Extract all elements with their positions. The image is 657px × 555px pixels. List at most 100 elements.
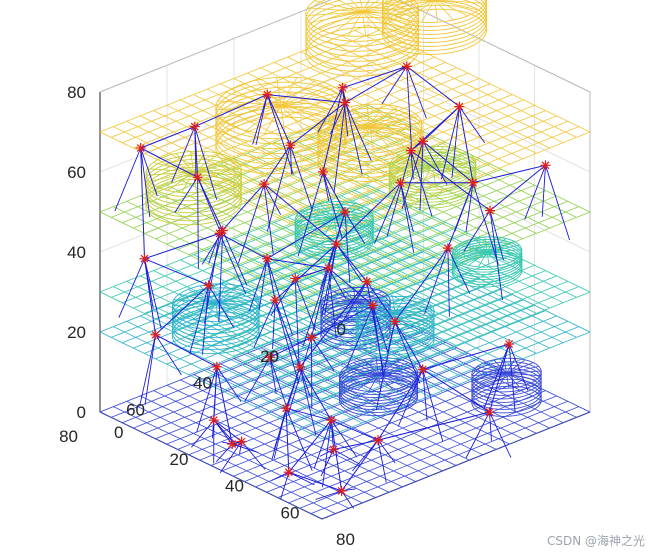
point-marker-stroke — [286, 141, 295, 150]
cylinder-spoke — [421, 0, 435, 23]
mesh-line — [180, 259, 403, 368]
link-line — [394, 247, 449, 322]
z-tick-label: 60 — [67, 163, 86, 182]
cylinder-spoke — [394, 313, 434, 317]
cylinder-spoke — [486, 251, 510, 263]
link-line — [331, 419, 379, 441]
point-marker-stroke — [324, 264, 333, 272]
cylinder-spoke — [361, 305, 396, 314]
data-point-13 — [361, 276, 372, 287]
mesh-line — [126, 200, 349, 309]
cylinder-spoke — [355, 288, 375, 303]
stub-line — [447, 247, 471, 294]
cylinder-ring — [305, 0, 420, 37]
cylinder-spoke — [215, 288, 250, 304]
link-line — [213, 419, 242, 442]
stub-line — [489, 210, 505, 261]
stub-line — [266, 145, 291, 232]
link-line — [216, 366, 233, 445]
link-line — [377, 369, 424, 441]
point-marker-stroke — [212, 362, 221, 371]
cylinder-spoke — [350, 0, 363, 13]
stub-line — [252, 94, 268, 145]
stub-line — [377, 440, 387, 483]
stub-line — [208, 285, 235, 328]
cylinder-spoke — [182, 302, 216, 317]
cylinder-spoke — [369, 126, 421, 131]
cylinder-spoke — [477, 366, 507, 374]
cylinder-ring — [388, 148, 477, 188]
cylinder-spoke — [280, 79, 317, 106]
mesh-line — [310, 326, 580, 434]
stub-line — [483, 343, 510, 409]
cylinder-spoke — [378, 362, 409, 375]
cylinder-spoke — [193, 171, 212, 191]
stub-line — [406, 66, 427, 119]
cylinder-ring — [305, 0, 420, 47]
watermark: CSDN @海神之光 — [546, 534, 645, 548]
cylinder-spoke — [434, 0, 468, 17]
data-point-7 — [259, 179, 270, 190]
cylinder-spoke — [369, 110, 411, 128]
stub-line — [419, 141, 424, 211]
cylinder-spoke — [369, 126, 390, 148]
mesh-line — [233, 278, 457, 386]
link-line — [336, 182, 401, 245]
cylinder-spoke — [506, 359, 526, 374]
cylinder-spoke — [348, 374, 379, 388]
mesh-line — [180, 299, 403, 408]
mesh-line — [277, 190, 546, 298]
link-line — [144, 258, 209, 286]
cylinder-spoke — [346, 302, 356, 318]
data-point-3 — [337, 82, 348, 93]
cylinder-spoke — [506, 373, 520, 388]
cylinder-spoke — [329, 126, 371, 144]
stub-line — [196, 366, 218, 433]
mesh-line — [244, 94, 513, 202]
mesh-line — [266, 184, 535, 293]
cylinder-spoke — [215, 302, 219, 322]
link-line — [288, 471, 342, 492]
point-marker-stroke — [263, 254, 271, 263]
cylinder-spoke — [406, 0, 435, 21]
stub-line — [144, 258, 154, 310]
stub-line — [271, 471, 289, 481]
point-marker-stroke — [505, 340, 514, 349]
point-marker-stroke — [204, 281, 213, 290]
link-line — [422, 368, 490, 413]
cylinder-spoke — [264, 105, 282, 134]
point-marker-stroke — [291, 274, 300, 283]
stub-line — [319, 211, 346, 290]
point-marker-stroke — [541, 161, 550, 170]
x-tick-label: 60 — [281, 503, 300, 522]
cylinder-spoke — [334, 210, 371, 219]
y-tick-label: 0 — [337, 320, 346, 339]
stub-line — [424, 247, 449, 315]
cylinder-ring — [171, 291, 260, 331]
stub-line — [222, 230, 248, 286]
mesh-layers — [99, 24, 591, 520]
link-line — [266, 258, 276, 301]
data-point-24 — [217, 225, 228, 236]
cylinder-spoke — [487, 251, 521, 255]
stub-line — [219, 233, 247, 294]
stub-line — [174, 177, 198, 214]
stub-line — [302, 267, 329, 347]
link-line — [144, 232, 220, 260]
stub-line — [219, 441, 242, 474]
data-point-8 — [454, 101, 465, 112]
link-line — [330, 420, 343, 491]
link-line — [295, 267, 329, 279]
grid-line-z-wall-y — [99, 64, 369, 173]
cylinder-spoke — [215, 299, 260, 304]
mesh-line — [166, 184, 390, 293]
link-line — [299, 366, 332, 421]
stub-line — [400, 182, 414, 233]
mesh-line — [321, 331, 591, 440]
tick-labels: 0 20 40 60 80 0 20 40 60 80 0 20 40 60 80 — [59, 83, 355, 549]
cylinder-spoke — [484, 236, 488, 252]
stub-line — [289, 145, 313, 211]
cylinder-spoke — [340, 371, 379, 375]
stub-line — [346, 305, 374, 368]
cylinder-ring — [451, 238, 523, 271]
